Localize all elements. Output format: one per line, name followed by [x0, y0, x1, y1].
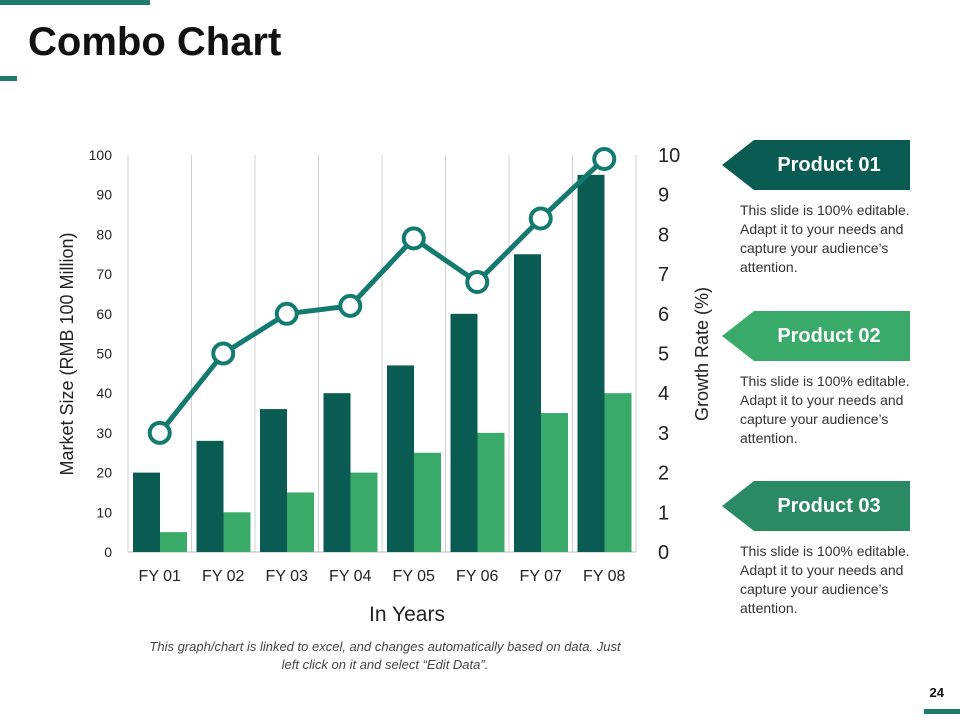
y-tick-label: 10: [96, 504, 112, 520]
y-tick-label: 20: [96, 465, 112, 481]
y-tick-label: 30: [96, 425, 112, 441]
line-point-product-03: [274, 301, 299, 326]
bar-product-02: [160, 532, 187, 552]
bar-product-02: [414, 452, 441, 552]
x-tick-label: FY 07: [520, 568, 563, 585]
y-tick-label: 80: [96, 226, 112, 242]
y2-tick-label: 9: [658, 185, 669, 207]
bar-product-01: [577, 174, 605, 552]
y-tick-label: 60: [96, 306, 112, 322]
bar-product-02: [350, 472, 378, 552]
y-tick-label: 50: [96, 346, 112, 362]
page-title: Combo Chart: [28, 20, 282, 64]
y2-tick-label: 5: [658, 344, 669, 366]
y2-tick-label: 3: [658, 423, 669, 445]
line-product-03: [157, 157, 606, 435]
y2-tick-label: 2: [658, 463, 669, 485]
y2-tick-label: 0: [658, 542, 669, 564]
y2-axis-label: Growth Rate (%): [692, 287, 712, 421]
x-tick-label: FY 06: [456, 568, 499, 585]
product-03-label: Product 03: [722, 481, 910, 531]
product-02-label: Product 02: [722, 311, 910, 361]
line-point-product-03: [211, 341, 236, 366]
bar-product-01: [323, 393, 351, 552]
y-tick-label: 100: [89, 147, 113, 163]
top-accent-bar: [0, 0, 150, 5]
bar-product-01: [387, 365, 414, 552]
line-point-product-03: [592, 146, 617, 171]
bar-product-02: [477, 432, 505, 552]
y-tick-label: 0: [104, 544, 112, 560]
bar-product-01: [260, 409, 287, 552]
y2-tick-label: 10: [658, 145, 680, 167]
bar-product-01: [514, 254, 541, 552]
y-tick-label: 40: [96, 385, 112, 401]
y2-tick-label: 6: [658, 304, 669, 326]
line-point-product-03: [338, 293, 363, 318]
y2-tick-label: 8: [658, 224, 669, 246]
y-axis-label: Market Size (RMB 100 Million): [57, 232, 77, 475]
page-number: 24: [929, 685, 944, 700]
x-tick-label: FY 03: [266, 568, 309, 585]
x-tick-label: FY 04: [329, 568, 372, 585]
y2-tick-label: 1: [658, 502, 669, 524]
line-point-product-03: [147, 420, 172, 445]
x-tick-label: FY 08: [583, 568, 626, 585]
bar-product-01: [196, 440, 224, 552]
product-01-description: This slide is 100% editable. Adapt it to…: [740, 202, 910, 275]
x-tick-label: FY 02: [202, 568, 245, 585]
bar-product-01: [450, 313, 478, 552]
x-axis-label: In Years: [369, 603, 445, 626]
product-01-label: Product 01: [722, 140, 910, 190]
x-tick-label: FY 05: [393, 568, 436, 585]
y2-tick-label: 4: [658, 383, 669, 405]
y2-tick-label: 7: [658, 264, 669, 286]
line-point-product-03: [401, 226, 426, 251]
line-point-product-03: [528, 206, 553, 231]
product-03-description: This slide is 100% editable. Adapt it to…: [740, 543, 910, 616]
bar-product-02: [287, 492, 314, 552]
line-point-product-03: [465, 270, 490, 295]
y-tick-label: 90: [96, 187, 112, 203]
bar-product-02: [541, 413, 568, 552]
bar-product-02: [604, 393, 632, 552]
y-tick-label: 70: [96, 266, 112, 282]
product-02-description: This slide is 100% editable. Adapt it to…: [740, 373, 910, 446]
bar-product-01: [133, 472, 160, 552]
chart-caption: This graph/chart is linked to excel, and…: [149, 639, 621, 672]
bar-product-02: [223, 512, 251, 552]
x-tick-label: FY 01: [139, 568, 182, 585]
left-accent-bar: [0, 76, 17, 81]
bottom-accent-bar: [924, 709, 960, 714]
